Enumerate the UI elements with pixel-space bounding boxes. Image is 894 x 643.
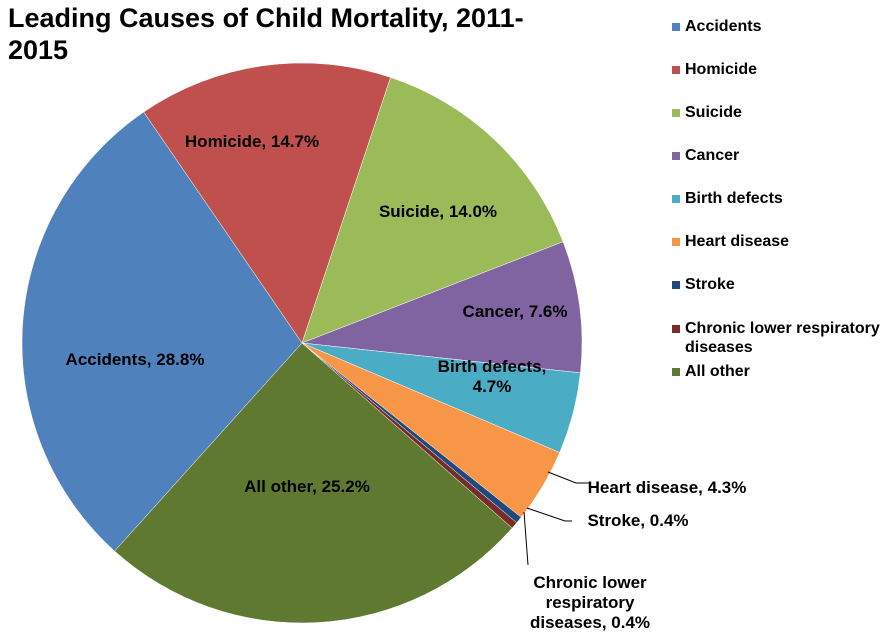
legend-swatch: [672, 368, 680, 376]
data-label: Suicide, 14.0%: [378, 202, 498, 221]
pie-slice: [21, 111, 303, 552]
legend-swatch: [672, 281, 680, 289]
data-label: Birth defects, 4.7%: [437, 357, 547, 396]
pie-slice: [301, 241, 583, 374]
leader-line: [547, 471, 590, 484]
data-label: Cancer, 7.6%: [462, 302, 568, 321]
legend-label: Chronic lower respiratory diseases: [685, 320, 880, 356]
pie-slice: [143, 62, 391, 344]
legend-label: Homicide: [685, 61, 758, 78]
legend-label: All other: [685, 363, 750, 380]
legend-swatch: [672, 23, 680, 31]
data-label: All other, 25.2%: [244, 477, 370, 496]
data-label: Heart disease, 4.3%: [587, 478, 747, 497]
legend-label: Suicide: [685, 104, 742, 121]
chart-title: Leading Causes of Child Mortality, 2011-…: [8, 3, 524, 65]
leader-lines: [523, 471, 590, 566]
slices: [21, 62, 583, 624]
legend-label: Cancer: [685, 147, 740, 164]
data-label: Accidents, 28.8%: [65, 350, 205, 369]
legend-label: Birth defects: [685, 190, 783, 207]
data-label: Chronic lower respiratory diseases, 0.4%: [529, 573, 651, 632]
legend-label: Accidents: [685, 18, 762, 35]
legend-swatch: [672, 325, 680, 333]
pie-slice: [301, 77, 564, 344]
data-label: Stroke, 0.4%: [587, 511, 689, 530]
leader-line: [526, 507, 572, 522]
legend-swatch: [672, 152, 680, 160]
legend-swatch: [672, 66, 680, 74]
leader-line: [523, 511, 529, 566]
legend-label: Stroke: [685, 276, 735, 293]
pie-slice: [114, 342, 513, 624]
legend-swatch: [672, 109, 680, 117]
legend-swatch: [672, 195, 680, 203]
legend-swatch: [672, 238, 680, 246]
data-label: Homicide, 14.7%: [184, 132, 320, 151]
legend-label: Heart disease: [685, 233, 790, 250]
